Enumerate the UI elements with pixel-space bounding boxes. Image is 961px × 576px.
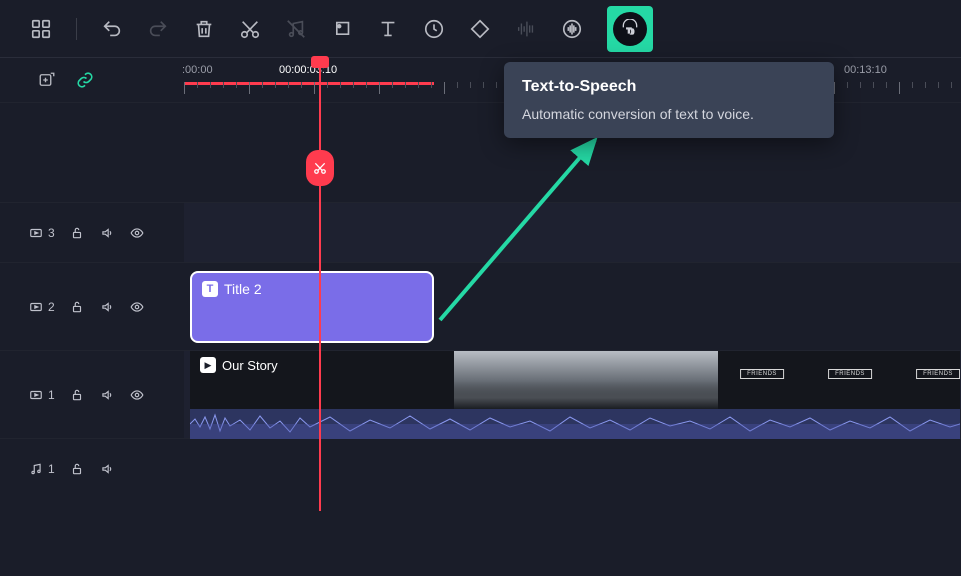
tts-tooltip: Text-to-Speech Automatic conversion of t… (504, 62, 834, 138)
timeline-header-controls (0, 58, 184, 102)
play-icon: ▶ (200, 357, 216, 373)
audio-effect-icon[interactable] (561, 18, 583, 40)
track-2-type: 2 (28, 299, 55, 315)
text-icon[interactable] (377, 18, 399, 40)
track-video-2: 2 T Title 2 (0, 262, 961, 350)
speed-icon[interactable] (423, 18, 445, 40)
track-3-content[interactable] (184, 203, 961, 262)
track-3-num: 3 (48, 226, 55, 240)
clip-title-text: Title 2 (224, 281, 262, 297)
video-icon (28, 225, 44, 241)
track-1-type: 1 (28, 387, 55, 403)
cut-icon[interactable] (239, 18, 261, 40)
clip-video-label: ▶ Our Story (200, 357, 278, 373)
toolbar: T)) (0, 0, 961, 58)
track-music-1: 1 (0, 438, 961, 498)
track-music-header: 1 (0, 439, 184, 498)
track-2-content[interactable]: T Title 2 (184, 263, 961, 350)
lock-icon[interactable] (69, 387, 85, 403)
delete-icon[interactable] (193, 18, 215, 40)
ruler-time-end: 00:13:10 (844, 64, 887, 76)
track-1-content[interactable]: ▶ Our Story FRIENDS FRIENDS FRIENDS (184, 351, 961, 438)
lock-icon[interactable] (69, 461, 85, 477)
visibility-icon[interactable] (129, 225, 145, 241)
track-video-1: 1 ▶ Our Story FRIENDS FRIENDS FRIENDS (0, 350, 961, 438)
tooltip-title: Text-to-Speech (522, 78, 816, 96)
track-3-type: 3 (28, 225, 55, 241)
track-music-content[interactable] (184, 439, 961, 498)
tts-icon: T)) (613, 12, 647, 46)
video-icon (28, 387, 44, 403)
track-spacer-label (0, 103, 184, 202)
divider (76, 18, 77, 40)
redo-icon[interactable] (147, 18, 169, 40)
track-3-header: 3 (0, 203, 184, 262)
track-video-3: 3 (0, 202, 961, 262)
tts-button-highlighted[interactable]: T)) (607, 6, 653, 52)
lock-icon[interactable] (69, 299, 85, 315)
volume-icon[interactable] (99, 461, 115, 477)
undo-icon[interactable] (101, 18, 123, 40)
track-music-num: 1 (48, 462, 55, 476)
lock-icon[interactable] (69, 225, 85, 241)
music-off-icon[interactable] (285, 18, 307, 40)
track-2-header: 2 (0, 263, 184, 350)
tag-icon[interactable] (331, 18, 353, 40)
volume-icon[interactable] (99, 387, 115, 403)
track-1-num: 1 (48, 388, 55, 402)
track-music-type: 1 (28, 461, 55, 477)
equalizer-icon[interactable] (515, 18, 537, 40)
clip-title-2[interactable]: T Title 2 (190, 271, 434, 343)
svg-text:)): )) (631, 29, 635, 35)
clip-video-text: Our Story (222, 358, 278, 373)
playhead-line (319, 66, 321, 511)
ruler-time-0: :00:00 (182, 64, 213, 76)
track-1-header: 1 (0, 351, 184, 438)
apps-icon[interactable] (30, 18, 52, 40)
volume-icon[interactable] (99, 225, 115, 241)
crop-icon[interactable] (469, 18, 491, 40)
title-clip-icon: T (202, 281, 218, 297)
link-icon[interactable] (76, 71, 94, 89)
add-track-icon[interactable] (38, 71, 56, 89)
visibility-icon[interactable] (129, 387, 145, 403)
clip-video-our-story[interactable]: ▶ Our Story FRIENDS FRIENDS FRIENDS (190, 351, 960, 409)
tracks-area: 3 2 T Title 2 (0, 102, 961, 498)
cut-marker[interactable] (306, 150, 334, 186)
volume-icon[interactable] (99, 299, 115, 315)
tooltip-body: Automatic conversion of text to voice. (522, 106, 816, 122)
clip-audio-waveform[interactable] (190, 409, 960, 439)
video-icon (28, 299, 44, 315)
visibility-icon[interactable] (129, 299, 145, 315)
track-2-num: 2 (48, 300, 55, 314)
music-icon (28, 461, 44, 477)
